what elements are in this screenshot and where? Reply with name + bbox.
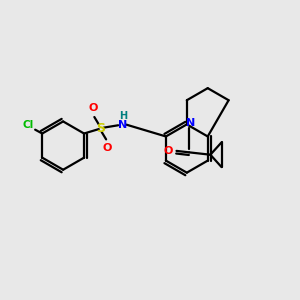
- Text: O: O: [103, 143, 112, 153]
- Text: Cl: Cl: [23, 120, 34, 130]
- Text: N: N: [118, 120, 127, 130]
- Text: O: O: [163, 146, 172, 156]
- Text: N: N: [186, 118, 195, 128]
- Text: S: S: [96, 122, 105, 135]
- Text: H: H: [119, 111, 127, 121]
- Text: O: O: [88, 103, 98, 113]
